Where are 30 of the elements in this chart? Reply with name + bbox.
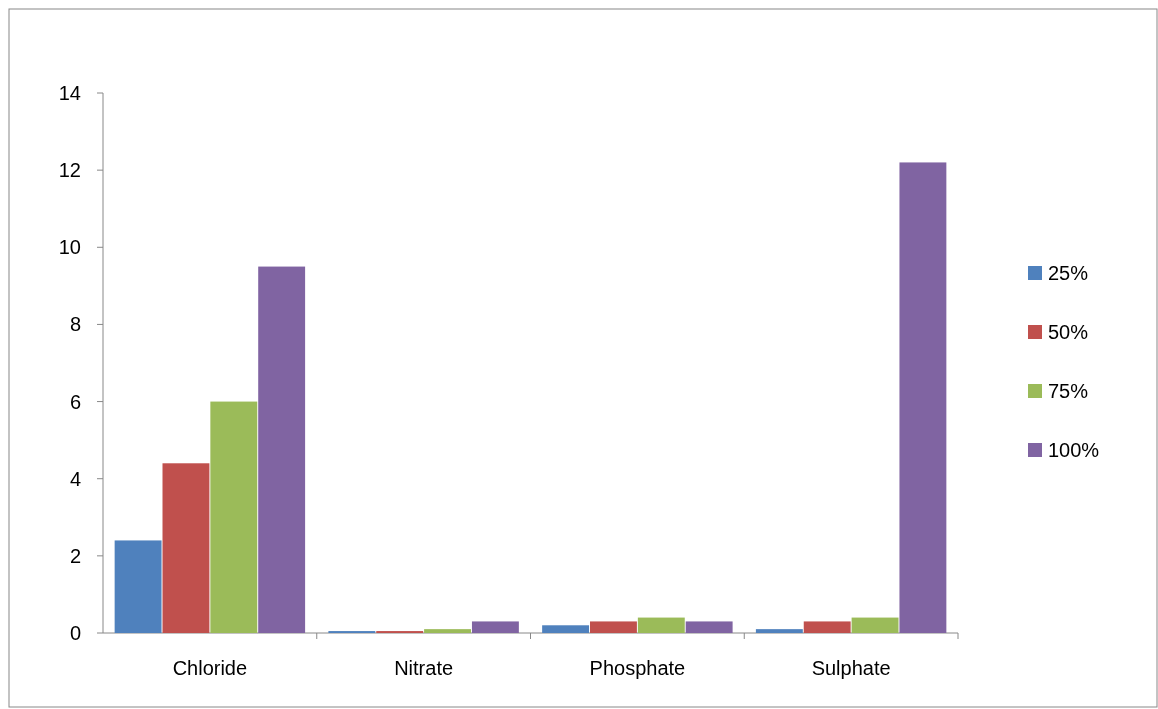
y-tick-label: 2 (69, 544, 81, 567)
bar (803, 621, 851, 633)
bar (114, 540, 162, 633)
bar (424, 629, 471, 633)
y-tick-label: 12 (58, 159, 81, 182)
x-tick-label: Chloride (172, 657, 248, 679)
y-tick-label: 0 (69, 622, 81, 644)
bar (851, 617, 899, 633)
bar (471, 621, 519, 633)
x-tick-label: Sulphate (811, 657, 891, 679)
y-tick-label: 6 (69, 390, 81, 413)
bar (590, 621, 637, 633)
bar (637, 617, 685, 633)
legend-label: 50% (1048, 321, 1089, 343)
bar (162, 463, 210, 633)
y-tick-label: 4 (69, 467, 81, 490)
x-tick-label: Phosphate (589, 657, 686, 679)
legend-label: 75% (1048, 380, 1089, 402)
y-tick-label: 14 (58, 82, 81, 104)
y-tick-label: 8 (69, 313, 81, 336)
x-tick-label: Nitrate (394, 657, 454, 679)
legend-label: 25% (1048, 262, 1089, 284)
y-tick-label: 10 (58, 236, 81, 259)
bar (258, 266, 306, 633)
bar (685, 621, 733, 633)
bar (755, 629, 803, 633)
bar (542, 625, 590, 633)
bar (210, 401, 258, 633)
bar (899, 162, 947, 633)
legend-label: 100% (1048, 439, 1100, 461)
